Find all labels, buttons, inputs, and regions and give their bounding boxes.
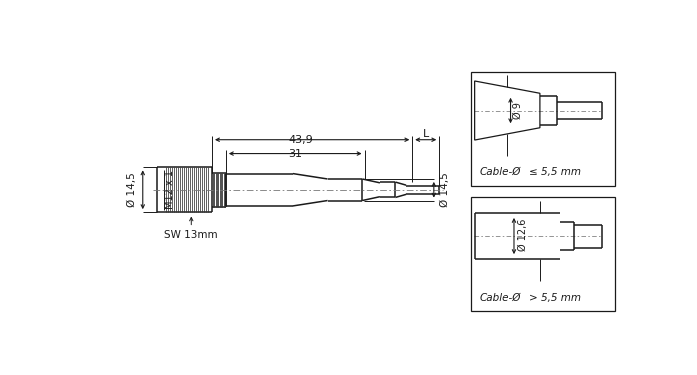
Text: > 5,5 mm: > 5,5 mm <box>528 292 581 303</box>
Bar <box>470 72 615 186</box>
Text: 31: 31 <box>289 148 302 159</box>
Text: Ø 14,5: Ø 14,5 <box>440 172 450 207</box>
Text: M12 x 1: M12 x 1 <box>165 170 176 209</box>
Text: SW 13mm: SW 13mm <box>164 230 218 240</box>
Text: 43,9: 43,9 <box>289 135 313 145</box>
Text: Cable-Ø: Cable-Ø <box>480 167 521 177</box>
Text: Ø 9: Ø 9 <box>513 102 523 119</box>
Text: Ø 12,6: Ø 12,6 <box>519 218 528 250</box>
Text: Ø 14,5: Ø 14,5 <box>127 172 137 207</box>
Text: ≤ 5,5 mm: ≤ 5,5 mm <box>528 167 581 177</box>
Text: Cable-Ø: Cable-Ø <box>480 292 521 303</box>
Text: L: L <box>422 129 429 138</box>
Bar <box>470 198 615 311</box>
